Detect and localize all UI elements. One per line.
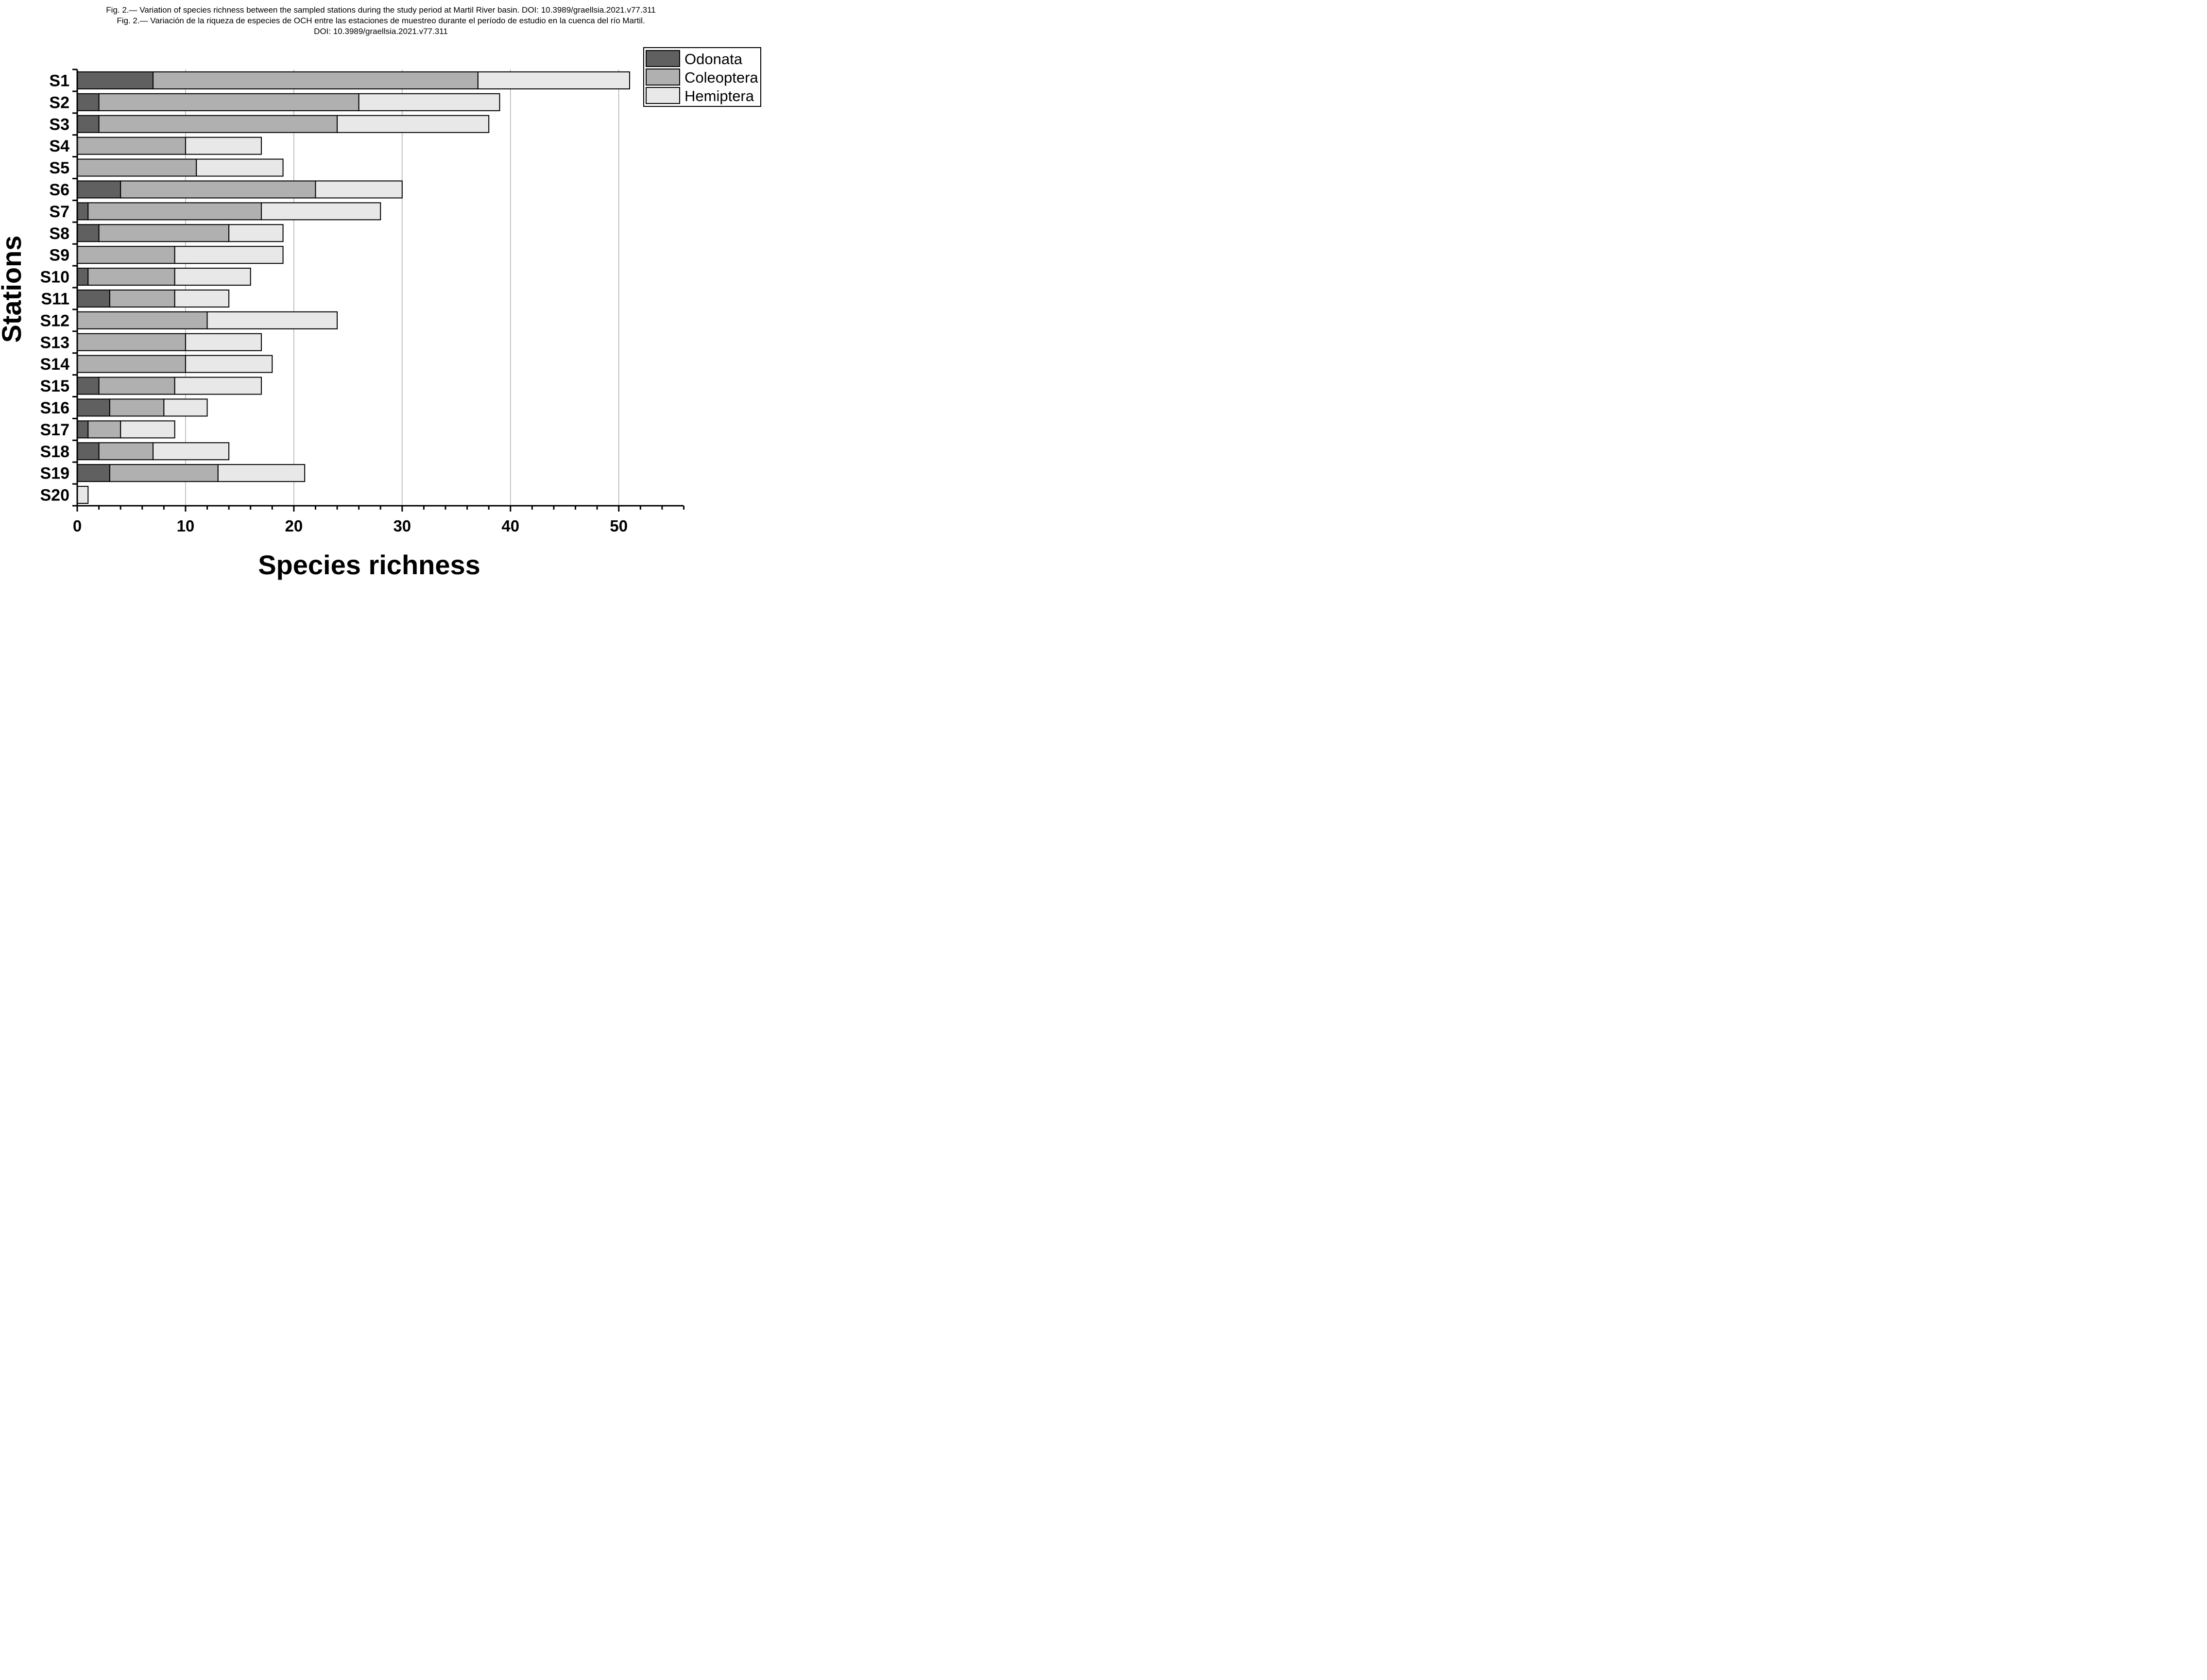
bar-s19-coleoptera — [109, 464, 219, 482]
bar-s15-odonata — [77, 377, 100, 395]
x-axis-title: Species richness — [258, 549, 480, 580]
legend-swatch-hemiptera — [646, 87, 680, 104]
bar-s6-coleoptera — [120, 180, 316, 199]
bar-s10-coleoptera — [87, 268, 175, 286]
bar-s20-hemiptera — [77, 486, 89, 504]
bar-s14-hemiptera — [185, 355, 273, 373]
bar-s13-hemiptera — [185, 333, 262, 351]
y-tick-label-s2: S2 — [49, 93, 69, 112]
y-tick-label-s5: S5 — [49, 159, 69, 177]
caption-line-3: DOI: 10.3989/graellsia.2021.v77.311 — [314, 27, 448, 36]
bar-s8-coleoptera — [98, 224, 230, 242]
y-tick-label-s17: S17 — [40, 421, 70, 439]
y-tick-label-s20: S20 — [40, 486, 70, 505]
y-axis-title: Stations — [0, 236, 27, 343]
bar-s10-odonata — [77, 268, 89, 286]
x-tick-label-50: 50 — [610, 517, 628, 535]
bar-s1-coleoptera — [153, 71, 479, 89]
bar-s11-coleoptera — [109, 289, 175, 308]
stacked-bar-chart: S1 S2 S3 S4 S5 S6 S7 S8 S9 S10 S11 S12 S13 S14 S15 S16 S… — [0, 47, 761, 580]
gridlines — [185, 69, 619, 506]
bar-s18-coleoptera — [98, 442, 154, 461]
bar-s16-coleoptera — [109, 398, 165, 417]
bar-s19-odonata — [77, 464, 110, 482]
bar-s2-odonata — [77, 93, 100, 111]
bar-s7-odonata — [77, 202, 89, 221]
bar-s17-coleoptera — [87, 420, 121, 439]
bar-s19-hemiptera — [217, 464, 306, 482]
y-tick-label-s18: S18 — [40, 443, 70, 461]
bar-s7-hemiptera — [261, 202, 381, 221]
bar-s16-odonata — [77, 398, 110, 417]
y-tick-label-s9: S9 — [49, 246, 69, 265]
bar-s9-coleoptera — [77, 246, 175, 264]
bar-s16-hemiptera — [163, 398, 208, 417]
bars — [77, 71, 630, 504]
caption-line-1: Fig. 2.— Variation of species richness b… — [106, 5, 656, 15]
bar-s12-hemiptera — [206, 311, 338, 329]
y-tick-label-s6: S6 — [49, 181, 69, 199]
bar-s4-coleoptera — [77, 137, 186, 155]
bar-s18-odonata — [77, 442, 100, 461]
bar-s6-hemiptera — [315, 180, 403, 199]
bar-s5-coleoptera — [77, 158, 197, 177]
x-tick-label-30: 30 — [393, 517, 411, 535]
bar-s8-hemiptera — [228, 224, 284, 242]
bar-s2-coleoptera — [98, 93, 359, 111]
bar-s15-hemiptera — [174, 377, 262, 395]
legend-label-hemiptera: Hemiptera — [684, 87, 754, 104]
bar-s3-coleoptera — [98, 115, 338, 133]
bar-s6-odonata — [77, 180, 121, 199]
x-tick-label-10: 10 — [177, 517, 195, 535]
bar-s17-odonata — [77, 420, 89, 439]
bar-s3-odonata — [77, 115, 100, 133]
y-tick-label-s15: S15 — [40, 377, 70, 395]
y-tick-label-s4: S4 — [49, 137, 69, 155]
y-tick-label-s19: S19 — [40, 464, 70, 483]
bar-s8-odonata — [77, 224, 100, 242]
bar-s18-hemiptera — [153, 442, 230, 461]
bar-s7-coleoptera — [87, 202, 262, 221]
bar-s5-hemiptera — [196, 158, 284, 177]
bar-s3-hemiptera — [337, 115, 490, 133]
bar-s1-odonata — [77, 71, 154, 89]
axes: S1 S2 S3 S4 S5 S6 S7 S8 S9 S10 S11 S12 S13 S14 S15 S16 S… — [40, 69, 684, 535]
y-tick-label-s12: S12 — [40, 311, 70, 330]
legend-swatch-odonata — [646, 50, 680, 67]
bar-s13-coleoptera — [77, 333, 186, 351]
y-tick-label-s3: S3 — [49, 115, 69, 134]
bar-s12-coleoptera — [77, 311, 208, 329]
x-tick-label-0: 0 — [73, 517, 82, 535]
y-tick-label-s11: S11 — [41, 290, 69, 308]
bar-s15-coleoptera — [98, 377, 175, 395]
bar-s11-odonata — [77, 289, 110, 308]
y-tick-label-s8: S8 — [49, 224, 69, 243]
bar-s1-hemiptera — [477, 71, 630, 89]
x-tick-label-40: 40 — [501, 517, 519, 535]
bar-s4-hemiptera — [185, 137, 262, 155]
y-tick-label-s13: S13 — [40, 333, 70, 352]
figure-caption: Fig. 2.— Variation of species richness b… — [0, 5, 762, 37]
bar-s9-hemiptera — [174, 246, 284, 264]
y-tick-label-s1: S1 — [49, 71, 69, 90]
legend-swatch-coleoptera — [646, 69, 680, 86]
legend-label-odonata: Odonata — [684, 51, 743, 68]
bar-s14-coleoptera — [77, 355, 186, 373]
y-tick-label-s16: S16 — [40, 399, 70, 417]
y-tick-label-s10: S10 — [40, 268, 70, 287]
x-tick-label-20: 20 — [285, 517, 303, 535]
y-tick-label-s14: S14 — [40, 355, 70, 374]
bar-s10-hemiptera — [174, 268, 251, 286]
y-tick-label-s7: S7 — [49, 203, 69, 221]
caption-line-2: Fig. 2.— Variación de la riqueza de espe… — [117, 16, 645, 25]
legend-label-coleoptera: Coleoptera — [684, 69, 758, 86]
bar-s11-hemiptera — [174, 289, 230, 308]
bar-s17-hemiptera — [120, 420, 175, 439]
bar-s2-hemiptera — [358, 93, 500, 111]
